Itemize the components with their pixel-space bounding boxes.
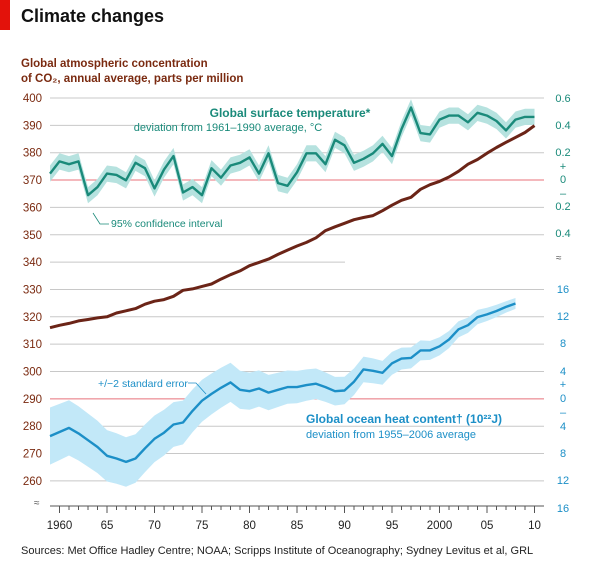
left-tick-label: 340 xyxy=(23,257,42,269)
temp-series-label: Global surface temperature* xyxy=(210,106,371,120)
left-tick-label: 320 xyxy=(23,312,42,324)
x-tick-label: 10 xyxy=(528,520,541,532)
chart-subtitle: Global atmospheric concentration of CO₂,… xyxy=(21,57,321,87)
ocean-series-label: Global ocean heat content† (10²²J) xyxy=(306,412,502,426)
right-ocean-tick-label: 12 xyxy=(557,475,569,487)
x-tick-label: 75 xyxy=(196,520,209,532)
left-tick-label: 260 xyxy=(23,476,42,488)
right-ocean-tick-label: 0 xyxy=(560,393,566,405)
gridlines xyxy=(50,97,544,482)
ocean-series-sublabel: deviation from 1955–2006 average xyxy=(306,429,476,441)
x-tick-label: 90 xyxy=(338,520,351,532)
left-axis-break-icon: ≈ xyxy=(34,498,40,509)
left-tick-label: 360 xyxy=(23,202,42,214)
left-tick-label: 350 xyxy=(23,230,42,242)
left-tick-label: 290 xyxy=(23,394,42,406)
right-temp-tick-label: 0.2 xyxy=(555,147,570,159)
left-tick-label: 270 xyxy=(23,449,42,461)
left-tick-label: 390 xyxy=(23,120,42,132)
right-ocean-tick-label: 8 xyxy=(560,448,566,460)
chart-canvas: 4003903803703603503403303203103002902802… xyxy=(23,93,571,532)
right-ocean-tick-label: 4 xyxy=(560,366,566,378)
left-tick-label: 310 xyxy=(23,339,42,351)
temp-ci-label: 95% confidence interval xyxy=(111,218,223,230)
right-ocean-tick-label: 4 xyxy=(560,421,566,433)
left-tick-label: 280 xyxy=(23,421,42,433)
left-tick-label: 400 xyxy=(23,93,42,105)
right-temp-tick-label: – xyxy=(560,188,567,200)
right-ocean-tick-label: 16 xyxy=(557,284,569,296)
right-temp-tick-label: + xyxy=(560,161,566,173)
temp-series-sublabel: deviation from 1961–1990 average, °C xyxy=(134,122,323,134)
right-temp-tick-label: 0.6 xyxy=(555,93,570,105)
x-tick-label: 65 xyxy=(101,520,114,532)
left-tick-label: 300 xyxy=(23,367,42,379)
right-temp-tick-label: 0.2 xyxy=(555,201,570,213)
subtitle-line-2: of CO₂, annual average, parts per millio… xyxy=(21,73,244,85)
x-tick-label: 2000 xyxy=(427,520,453,532)
right-axis-break-icon: ≈ xyxy=(556,253,562,264)
right-ocean-tick-label: 16 xyxy=(557,503,569,515)
subtitle-line-1: Global atmospheric concentration xyxy=(21,58,208,70)
uncertainty-bands xyxy=(50,99,535,487)
x-tick-label: 95 xyxy=(386,520,399,532)
right-temp-tick-label: 0.4 xyxy=(555,120,570,132)
ocean-error-band xyxy=(50,298,516,487)
left-tick-label: 330 xyxy=(23,284,42,296)
temp-line xyxy=(49,106,535,197)
annotations: Global surface temperature* deviation fr… xyxy=(98,106,502,441)
right-ocean-tick-label: 8 xyxy=(560,338,566,350)
ocean-err-label: +/−2 standard error xyxy=(98,378,188,390)
x-tick-label: 05 xyxy=(481,520,494,532)
x-tick-label: 1960 xyxy=(47,520,73,532)
right-temp-tick-label: 0.4 xyxy=(555,228,570,240)
axes: 4003903803703603503403303203103002902802… xyxy=(23,93,571,532)
brand-tab xyxy=(0,0,10,30)
x-tick-label: 80 xyxy=(243,520,256,532)
right-temp-tick-label: 0 xyxy=(560,174,566,186)
ocean-err-leader xyxy=(188,382,207,395)
right-ocean-tick-label: + xyxy=(560,379,566,391)
temp-ci-leader xyxy=(92,212,109,225)
right-ocean-tick-label: – xyxy=(560,407,567,419)
right-ocean-tick-label: 12 xyxy=(557,311,569,323)
series-lines xyxy=(49,106,536,464)
co2-line xyxy=(49,124,536,330)
ocean-line xyxy=(49,302,516,464)
left-tick-label: 370 xyxy=(23,175,42,187)
source-note: Sources: Met Office Hadley Centre; NOAA;… xyxy=(21,545,534,557)
x-tick-label: 85 xyxy=(291,520,304,532)
temp-confidence-band xyxy=(50,99,535,204)
x-tick-label: 70 xyxy=(148,520,161,532)
left-tick-label: 380 xyxy=(23,148,42,160)
chart-title: Climate changes xyxy=(21,6,165,26)
